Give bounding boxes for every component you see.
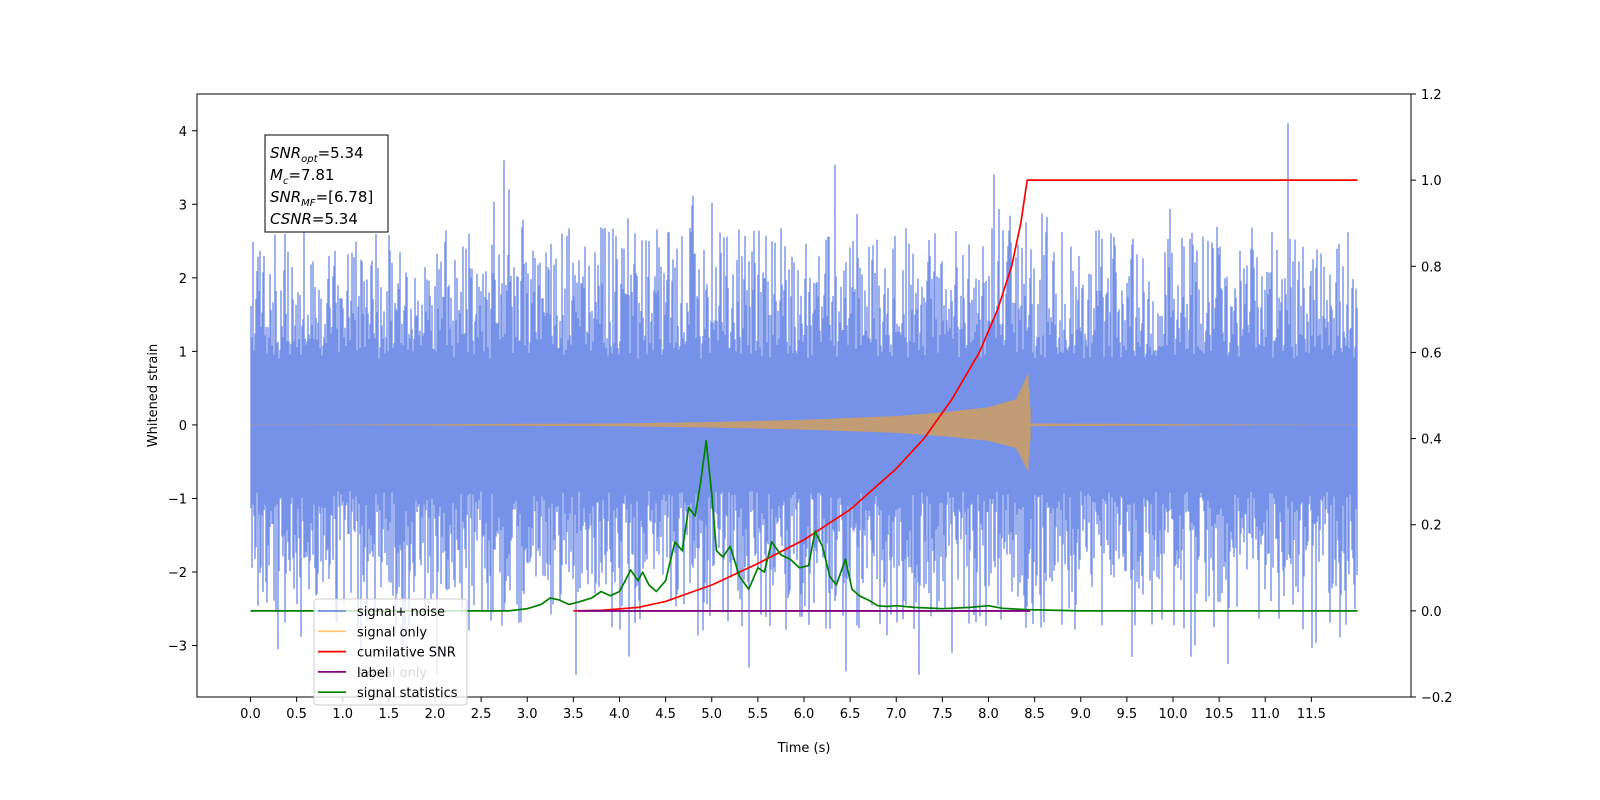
x-tick-label: 1.0 [332, 707, 353, 722]
x-tick-label: 9.0 [1070, 707, 1091, 722]
x-tick-label: 10.0 [1159, 707, 1188, 722]
noise-trace [250, 123, 1358, 675]
y-tick-label: 3 [179, 198, 187, 213]
x-axis-title: Time (s) [777, 741, 831, 756]
x-tick-label: 1.5 [379, 707, 400, 722]
annotation-line: SNRMF=[6.78] [270, 188, 373, 209]
legend-label: signal+ noise [357, 605, 445, 620]
annotation-symbol: SNR [270, 144, 301, 162]
legend: signal only signal+ noise signal only cumil… [313, 598, 468, 706]
x-tick-label: 4.5 [655, 707, 676, 722]
y-tick-label: 4 [179, 125, 187, 140]
y2-tick-label: 0.0 [1421, 605, 1442, 620]
signal-statistics-line [250, 439, 1358, 612]
x-tick-label: 8.0 [978, 707, 999, 722]
x-tick-label: 2.5 [471, 707, 492, 722]
legend-label: cumilative SNR [357, 646, 456, 661]
x-tick-label: 11.5 [1297, 707, 1326, 722]
y-tick-label: −3 [168, 640, 187, 655]
x-tick-label: 8.5 [1024, 707, 1045, 722]
y-tick-label: 0 [179, 419, 187, 434]
y-axis-right: −0.2 0.0 0.2 0.4 0.6 0.8 1.0 1.2 [1411, 88, 1453, 706]
x-tick-label: 11.0 [1251, 707, 1280, 722]
annotation-frame [264, 134, 389, 233]
y-tick-label: 1 [179, 345, 187, 360]
annotation-line: Mc=7.81 [270, 166, 334, 187]
x-tick-label: 3.0 [517, 707, 538, 722]
y2-tick-label: 0.8 [1421, 260, 1442, 275]
x-tick-label: 0.5 [286, 707, 307, 722]
x-tick-label: 6.0 [794, 707, 815, 722]
legend-label: signal only [357, 625, 427, 640]
annotation-line: SNRopt=5.34 [270, 144, 364, 165]
legend-label: signal statistics [357, 686, 458, 701]
y2-tick-label: 0.6 [1421, 346, 1442, 361]
annotation-symbol: CSNR [270, 210, 312, 228]
cumilative-snr-line [573, 179, 1358, 612]
annotation-subscript: MF [301, 198, 316, 209]
legend-frame [313, 598, 468, 706]
x-tick-label: 7.0 [886, 707, 907, 722]
annotation-line: CSNR=5.34 [270, 210, 358, 228]
y2-tick-label: 0.4 [1421, 433, 1442, 448]
annotation-value: =5.34 [312, 210, 358, 228]
y2-tick-label: 0.2 [1421, 519, 1442, 534]
annotation-subscript: c [283, 176, 289, 187]
x-tick-label: 4.0 [609, 707, 630, 722]
x-tick-label: 9.5 [1117, 707, 1138, 722]
y2-tick-label: −0.2 [1421, 691, 1453, 706]
y-tick-label: −2 [168, 566, 187, 581]
annotation-value: =7.81 [288, 166, 334, 184]
signal-only-trace [250, 373, 1358, 471]
legend-label: label [357, 666, 388, 681]
x-tick-label: 7.5 [932, 707, 953, 722]
signal-only-series [250, 373, 1358, 471]
x-tick-label: 6.5 [840, 707, 861, 722]
y-axis-title: Whitened strain [146, 344, 161, 447]
right-axis-series [250, 179, 1358, 612]
x-tick-label: 10.5 [1205, 707, 1234, 722]
annotation-value: =5.34 [318, 144, 364, 162]
y-tick-label: −1 [168, 492, 187, 507]
x-axis: 0.0 0.5 1.0 1.5 2.0 2.5 3.0 3.5 4.0 4.5 5.0 5.5 6.0 6… [240, 697, 1326, 722]
legend-hidden-label: signal only [357, 666, 427, 681]
x-tick-label: 3.5 [563, 707, 584, 722]
signal-noise-series [250, 123, 1358, 675]
y2-tick-label: 1.2 [1421, 88, 1442, 103]
y2-tick-label: 1.0 [1421, 174, 1442, 189]
annotation-value: =[6.78] [316, 188, 374, 206]
y-tick-label: 2 [179, 272, 187, 287]
x-tick-label: 5.0 [701, 707, 722, 722]
annotation-subscript: opt [301, 154, 318, 165]
annotation-symbol: SNR [270, 188, 301, 206]
x-tick-label: 2.0 [425, 707, 446, 722]
y-axis-left: −3 −2 −1 0 1 2 3 4 [168, 125, 197, 655]
x-tick-label: 5.5 [748, 707, 769, 722]
annotation-symbol: M [270, 166, 283, 184]
x-tick-label: 0.0 [240, 707, 261, 722]
